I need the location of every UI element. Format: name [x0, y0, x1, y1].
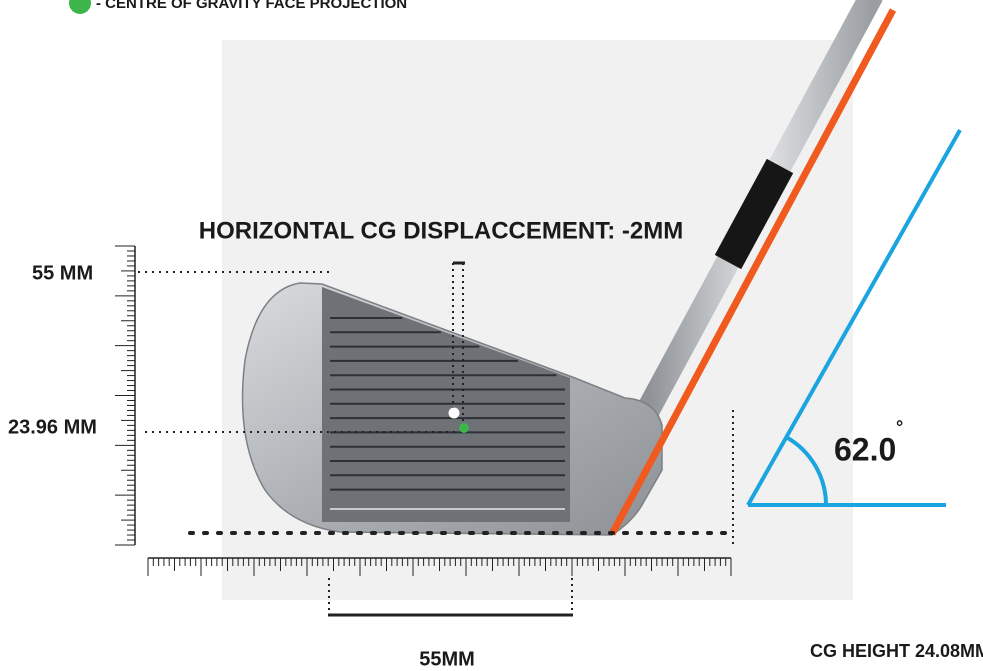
cg-level-label: 23.96 MM	[8, 416, 97, 438]
legend-marker	[69, 0, 91, 14]
diagram: - CENTRE OF GRAVITY FACE PROJECTION HORI…	[0, 0, 983, 671]
vertical-ruler	[115, 246, 135, 545]
legend-label: - CENTRE OF GRAVITY FACE PROJECTION	[96, 0, 407, 12]
horizontal-cg-label: HORIZONTAL CG DISPLACCEMENT: -2MM	[199, 217, 683, 244]
degree-label: °	[896, 417, 903, 437]
lie-angle-label: 62.0	[834, 431, 896, 467]
cg-face-projection	[459, 423, 469, 433]
width-label: 55MM	[419, 648, 475, 670]
cg-white-dot	[449, 408, 460, 419]
cg-height-label: CG HEIGHT 24.08MM	[810, 641, 983, 661]
top-height-label: 55 MM	[32, 262, 93, 284]
